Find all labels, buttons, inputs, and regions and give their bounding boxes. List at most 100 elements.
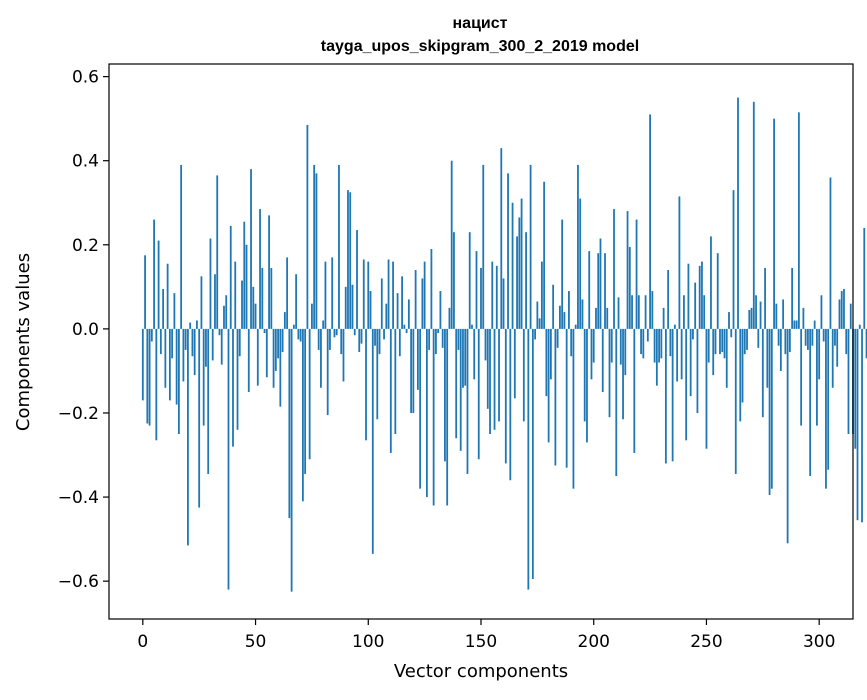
bar-106	[380, 278, 383, 329]
bar-196	[583, 328, 586, 422]
y-tick-label: 0.2	[72, 236, 99, 256]
bar-42	[236, 328, 239, 430]
bar-184	[556, 328, 559, 348]
bar-148	[475, 251, 478, 329]
x-tick-label: 100	[352, 632, 384, 652]
bar-267	[743, 328, 746, 355]
bar-81	[324, 261, 327, 329]
bar-82	[326, 328, 329, 416]
bar-288	[791, 267, 794, 329]
bar-111	[392, 261, 394, 329]
y-tick-label: 0.0	[72, 320, 99, 340]
bar-80	[322, 320, 325, 329]
bar-69	[297, 328, 300, 340]
bar-145	[468, 232, 471, 329]
bar-68	[295, 274, 298, 329]
bar-272	[755, 295, 757, 329]
bar-262	[732, 190, 735, 329]
bar-277	[766, 328, 769, 388]
bar-149	[477, 328, 480, 460]
bar-218	[633, 328, 636, 453]
bar-283	[779, 328, 782, 371]
bar-242	[687, 263, 690, 329]
bar-176	[538, 318, 541, 329]
bar-172	[529, 164, 532, 329]
bar-209	[613, 209, 615, 329]
bar-200	[592, 328, 595, 363]
bar-30	[209, 238, 212, 329]
bar-182	[552, 284, 555, 329]
bar-314	[849, 303, 852, 329]
bar-287	[788, 328, 791, 353]
bar-63	[283, 312, 286, 329]
x-tick-label: 0	[137, 632, 148, 652]
bar-234	[669, 328, 672, 357]
bar-299	[816, 328, 818, 426]
bar-216	[628, 246, 631, 329]
bar-4	[150, 328, 153, 342]
bar-195	[581, 299, 584, 329]
bar-14	[173, 293, 176, 329]
bar-91	[347, 190, 349, 329]
bar-197	[586, 328, 588, 443]
bar-143	[464, 328, 467, 386]
bar-20	[187, 328, 189, 546]
bar-77	[315, 173, 318, 329]
bar-54	[263, 328, 266, 334]
bar-220	[637, 295, 640, 329]
y-tick-label: −0.4	[58, 488, 99, 508]
bar-133	[441, 328, 444, 348]
bar-25	[198, 328, 201, 508]
bar-8	[159, 328, 162, 355]
bar-189	[568, 291, 570, 329]
bar-233	[667, 270, 670, 329]
bar-166	[516, 236, 518, 329]
bar-71	[301, 328, 304, 502]
bar-194	[579, 198, 582, 329]
bar-255	[716, 253, 719, 329]
bar-132	[439, 291, 442, 329]
bar-302	[822, 328, 825, 342]
x-tick-label: 200	[578, 632, 610, 652]
bar-15	[175, 328, 178, 405]
y-tick-label: −0.2	[58, 404, 99, 424]
bar-270	[750, 307, 753, 329]
bar-258	[723, 328, 726, 359]
bar-136	[448, 307, 451, 329]
bar-72	[304, 328, 307, 474]
bar-11	[166, 263, 169, 329]
bar-31	[211, 328, 214, 361]
bar-41	[234, 261, 237, 329]
bar-103	[374, 328, 376, 346]
bar-113	[396, 293, 399, 329]
bar-76	[313, 164, 316, 329]
bar-185	[559, 305, 561, 329]
bar-282	[777, 328, 780, 346]
bar-208	[610, 328, 613, 363]
bar-265	[739, 328, 742, 422]
bar-174	[534, 328, 537, 340]
bar-107	[383, 328, 385, 340]
bar-102	[371, 328, 374, 554]
bar-32	[214, 274, 216, 329]
bar-50	[254, 303, 257, 329]
bar-198	[588, 251, 591, 329]
bar-222	[642, 328, 645, 359]
bar-67	[292, 324, 295, 329]
bar-157	[495, 265, 498, 329]
bar-268	[746, 328, 748, 350]
bar-210	[615, 328, 618, 477]
bar-316	[854, 328, 857, 449]
bar-29	[207, 328, 210, 474]
bar-190	[570, 328, 573, 357]
bar-304	[827, 328, 830, 470]
bar-193	[577, 164, 579, 329]
bar-204	[601, 328, 604, 392]
bar-264	[737, 97, 739, 329]
bar-84	[331, 257, 334, 329]
bar-62	[281, 328, 284, 353]
bar-276	[764, 267, 766, 329]
bar-203	[599, 238, 602, 329]
bar-168	[520, 198, 523, 329]
bar-295	[807, 328, 809, 350]
